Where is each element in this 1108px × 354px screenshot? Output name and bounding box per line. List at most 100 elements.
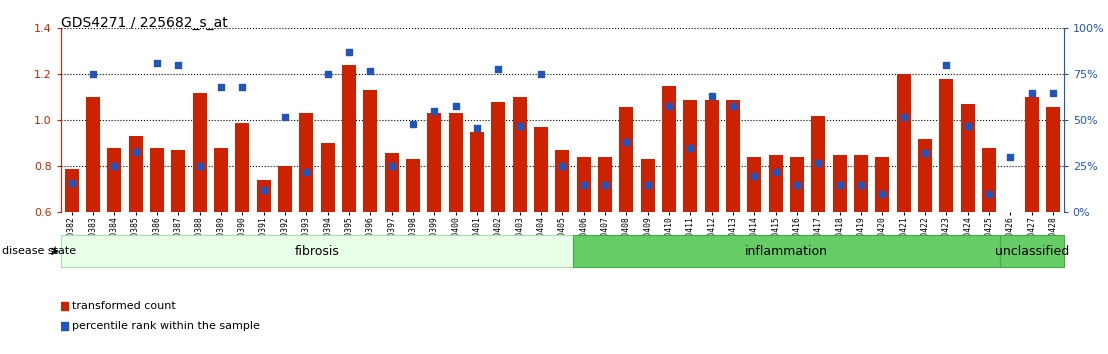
- Bar: [999, 235, 1064, 267]
- Point: [490, 66, 507, 72]
- Bar: [61, 235, 573, 267]
- Point: [575, 182, 593, 188]
- Bar: [663, 86, 676, 212]
- Point: [148, 61, 166, 66]
- Bar: [811, 116, 825, 212]
- Bar: [875, 157, 890, 212]
- Point: [447, 103, 464, 108]
- Bar: [896, 74, 911, 212]
- Point: [355, 216, 372, 221]
- Point: [981, 191, 998, 197]
- Bar: [428, 114, 441, 212]
- Point: [63, 180, 81, 186]
- Point: [810, 160, 828, 166]
- Bar: [235, 123, 249, 212]
- Bar: [193, 93, 206, 212]
- Point: [297, 169, 315, 175]
- Point: [511, 123, 529, 129]
- Bar: [1046, 107, 1060, 212]
- Point: [84, 72, 102, 77]
- Point: [191, 164, 208, 169]
- Point: [617, 139, 635, 145]
- Bar: [257, 180, 270, 212]
- Bar: [726, 100, 740, 212]
- Point: [553, 164, 572, 169]
- Point: [852, 182, 870, 188]
- Point: [234, 84, 252, 90]
- Point: [361, 68, 379, 74]
- Text: inflammation: inflammation: [745, 245, 828, 258]
- Text: GDS4271 / 225682_s_at: GDS4271 / 225682_s_at: [61, 16, 227, 30]
- Point: [660, 103, 678, 108]
- Point: [532, 72, 550, 77]
- Point: [895, 114, 913, 120]
- Bar: [107, 148, 121, 212]
- Bar: [86, 97, 100, 212]
- Point: [1002, 154, 1019, 160]
- Point: [170, 62, 187, 68]
- Point: [767, 169, 784, 175]
- Bar: [214, 148, 228, 212]
- Bar: [961, 104, 975, 212]
- Point: [276, 114, 294, 120]
- Bar: [790, 157, 804, 212]
- Bar: [982, 148, 996, 212]
- Text: disease state: disease state: [2, 246, 76, 256]
- Point: [958, 123, 976, 129]
- Bar: [470, 132, 484, 212]
- Point: [126, 149, 144, 154]
- Point: [873, 191, 891, 197]
- Point: [468, 125, 485, 131]
- Point: [212, 84, 229, 90]
- Point: [355, 34, 372, 40]
- Point: [319, 72, 337, 77]
- Text: transformed count: transformed count: [72, 301, 176, 311]
- Point: [105, 164, 123, 169]
- Bar: [573, 235, 999, 267]
- Text: fibrosis: fibrosis: [295, 245, 339, 258]
- Bar: [555, 150, 570, 212]
- Point: [831, 182, 849, 188]
- Bar: [449, 114, 462, 212]
- Point: [382, 164, 400, 169]
- Bar: [748, 157, 761, 212]
- Bar: [64, 169, 79, 212]
- Bar: [299, 114, 314, 212]
- Point: [255, 188, 273, 193]
- Bar: [1004, 212, 1017, 235]
- Point: [404, 121, 422, 127]
- Bar: [705, 100, 719, 212]
- Text: unclassified: unclassified: [995, 245, 1069, 258]
- Bar: [576, 157, 591, 212]
- Bar: [150, 148, 164, 212]
- Bar: [513, 97, 526, 212]
- Bar: [684, 100, 697, 212]
- Bar: [940, 79, 953, 212]
- Bar: [384, 153, 399, 212]
- Bar: [1025, 97, 1038, 212]
- Bar: [534, 127, 548, 212]
- Bar: [598, 157, 612, 212]
- Point: [681, 145, 699, 151]
- Point: [596, 182, 614, 188]
- Point: [788, 182, 806, 188]
- Text: percentile rank within the sample: percentile rank within the sample: [72, 321, 260, 331]
- Bar: [320, 143, 335, 212]
- Bar: [342, 65, 356, 212]
- Bar: [406, 160, 420, 212]
- Point: [1044, 90, 1061, 96]
- Bar: [491, 102, 505, 212]
- Point: [702, 93, 720, 99]
- Point: [340, 50, 358, 55]
- Point: [725, 103, 742, 108]
- Point: [1023, 90, 1040, 96]
- Bar: [129, 137, 143, 212]
- Bar: [769, 155, 782, 212]
- Bar: [172, 150, 185, 212]
- Bar: [619, 107, 634, 212]
- Point: [746, 173, 763, 178]
- Bar: [363, 91, 377, 212]
- Point: [425, 108, 443, 114]
- Point: [937, 62, 955, 68]
- Point: [639, 182, 657, 188]
